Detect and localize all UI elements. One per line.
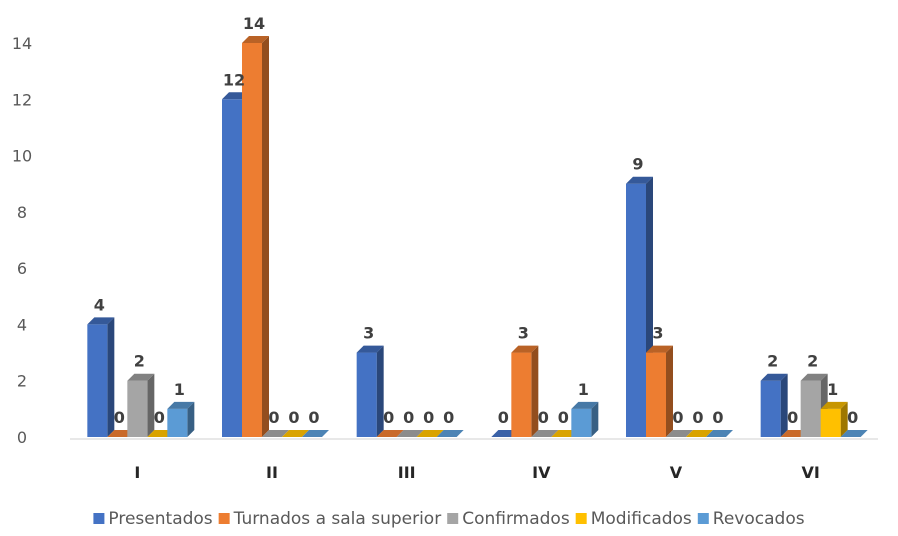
y-tick-label-0: 0: [17, 428, 27, 447]
bar-IV-5: [571, 401, 599, 437]
x-tick-label-III: III: [398, 463, 416, 482]
data-label-II-1: 12: [223, 70, 245, 89]
legend-label-1: Presentados: [108, 509, 212, 529]
bar-V-3: [666, 430, 693, 437]
y-tick-label-2: 4: [17, 315, 27, 334]
bar-I-3: [127, 373, 155, 437]
data-label-II-4: 0: [288, 408, 299, 427]
legend-swatch-4: [575, 513, 587, 524]
bar-III-4: [416, 430, 444, 437]
data-label-IV-5: 1: [578, 380, 589, 399]
bar-III-1: [356, 345, 384, 437]
data-label-IV-4: 0: [558, 408, 569, 427]
bar-III-3: [396, 430, 424, 437]
data-label-I-2: 0: [114, 408, 125, 427]
y-axis: 0 2 4 6 8 10 12 14: [12, 34, 32, 447]
data-label-VI-2: 0: [787, 408, 798, 427]
bar-IV-3: [531, 430, 559, 437]
bar-VI-4: [820, 401, 848, 437]
legend-swatch-3: [447, 513, 459, 524]
data-label-II-3: 0: [268, 408, 279, 427]
data-label-I-1: 4: [94, 295, 105, 314]
data-label-VI-1: 2: [767, 352, 778, 371]
data-label-I-3: 2: [134, 352, 145, 371]
legend-swatch-1: [93, 513, 105, 524]
data-label-IV-1: 0: [498, 408, 509, 427]
data-label-VI-3: 2: [807, 352, 818, 371]
legend-label-4: Modificados: [591, 509, 692, 529]
legend-item-2: Turnados a sala superior: [218, 509, 442, 529]
data-label-V-2: 3: [652, 324, 663, 343]
legend-item-4: Modificados: [575, 509, 692, 529]
bar-VI-5: [840, 430, 868, 437]
x-tick-label-V: V: [670, 463, 683, 482]
bar-II-2: [242, 36, 269, 437]
x-tick-label-II: II: [266, 463, 278, 482]
bar-IV-2: [511, 345, 539, 437]
legend-label-3: Confirmados: [462, 509, 570, 529]
data-label-I-5: 1: [174, 380, 185, 399]
bar-III-5: [436, 430, 464, 437]
bar-V-5: [706, 430, 733, 437]
data-label-II-5: 0: [308, 408, 319, 427]
legend-label-2: Turnados a sala superior: [233, 509, 442, 529]
data-label-III-5: 0: [443, 408, 454, 427]
bar-III-2: [376, 430, 404, 437]
data-label-III-2: 0: [383, 408, 394, 427]
x-axis: I II III IV V VI: [70, 438, 878, 482]
bar-I-5: [167, 401, 195, 437]
data-label-I-4: 0: [154, 408, 165, 427]
x-tick-label-IV: IV: [532, 463, 551, 482]
data-label-IV-3: 0: [538, 408, 549, 427]
legend-label-5: Revocados: [713, 509, 805, 529]
data-label-IV-2: 3: [518, 324, 529, 343]
bar-I-1: [87, 317, 115, 437]
bar-V-2: [646, 345, 673, 437]
legend-item-5: Revocados: [697, 509, 805, 529]
data-label-III-1: 3: [363, 324, 374, 343]
bar-V-4: [686, 430, 713, 437]
legend-swatch-2: [218, 513, 230, 524]
bar-II-3: [262, 430, 289, 437]
data-label-V-1: 9: [632, 155, 643, 174]
bars: [87, 36, 868, 438]
data-label-III-3: 0: [403, 408, 414, 427]
legend: Presentados Turnados a sala superior Confi…: [93, 509, 805, 529]
x-tick-label-VI: VI: [801, 463, 819, 482]
bar-II-5: [302, 430, 329, 437]
data-label-II-2: 14: [243, 14, 265, 33]
data-label-III-4: 0: [423, 408, 434, 427]
bar-VI-1: [760, 373, 788, 437]
y-tick-label-3: 6: [17, 259, 27, 278]
data-label-V-5: 0: [712, 408, 723, 427]
y-tick-label-7: 14: [12, 34, 32, 53]
data-label-V-4: 0: [692, 408, 703, 427]
y-tick-label-1: 2: [17, 372, 27, 391]
data-label-VI-4: 1: [827, 380, 838, 399]
legend-item-1: Presentados: [93, 509, 213, 529]
data-label-VI-5: 0: [847, 408, 858, 427]
legend-swatch-5: [697, 513, 709, 524]
legend-item-3: Confirmados: [447, 509, 570, 529]
y-tick-label-6: 12: [12, 90, 32, 109]
y-tick-label-4: 8: [17, 203, 27, 222]
bar-II-4: [282, 430, 309, 437]
y-tick-label-5: 10: [12, 147, 32, 166]
data-label-V-3: 0: [672, 408, 683, 427]
x-tick-label-I: I: [134, 463, 140, 482]
